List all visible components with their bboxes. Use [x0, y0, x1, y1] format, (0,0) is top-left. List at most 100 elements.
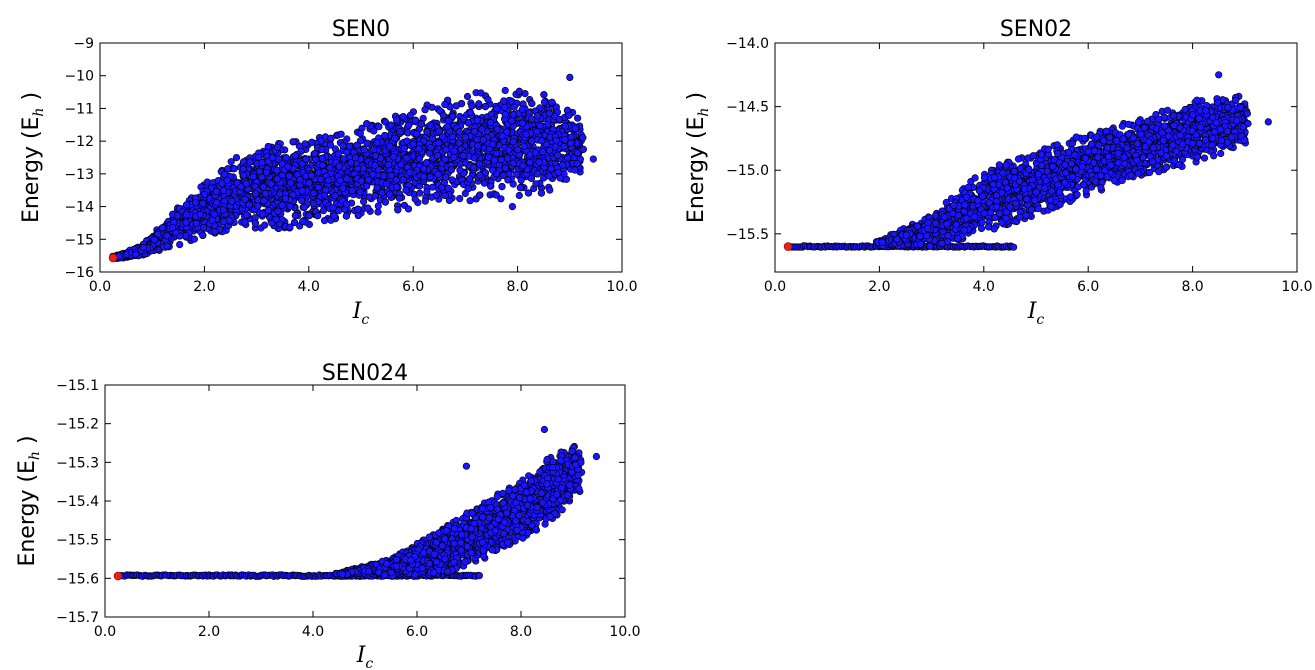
data-point — [276, 190, 284, 198]
data-point — [499, 171, 508, 179]
data-point — [573, 149, 582, 157]
data-point — [481, 102, 490, 111]
data-point — [420, 165, 428, 173]
data-point — [241, 195, 249, 203]
data-point — [455, 128, 463, 136]
data-point — [503, 154, 512, 162]
data-point — [364, 204, 372, 212]
data-point — [509, 159, 517, 167]
data-point — [199, 199, 207, 207]
data-point — [281, 195, 290, 203]
data-point — [255, 167, 264, 175]
data-point — [326, 164, 334, 172]
data-point — [514, 146, 522, 154]
data-point — [320, 217, 329, 225]
data-point — [374, 202, 382, 210]
data-point — [324, 176, 332, 184]
data-point — [442, 173, 450, 181]
data-point — [287, 179, 295, 187]
data-point — [448, 176, 456, 184]
data-point — [497, 195, 505, 203]
data-point — [476, 191, 484, 199]
data-point — [416, 189, 424, 197]
data-point — [517, 176, 525, 184]
data-point — [286, 223, 294, 231]
data-point — [210, 210, 218, 218]
data-point — [528, 137, 536, 145]
data-point — [260, 183, 268, 191]
data-point — [565, 111, 573, 119]
data-point — [564, 154, 572, 162]
y-tick-label: −14 — [64, 200, 94, 216]
x-tick-label: 10.0 — [606, 279, 637, 295]
data-point — [363, 139, 371, 147]
data-point — [249, 173, 257, 181]
data-point — [232, 154, 241, 162]
data-point — [331, 192, 339, 200]
data-point — [369, 170, 377, 179]
data-point — [286, 202, 294, 210]
data-point — [510, 103, 518, 111]
data-point — [505, 146, 513, 154]
data-point — [327, 134, 335, 142]
data-point — [212, 187, 220, 195]
data-point — [417, 120, 426, 128]
data-point — [573, 160, 581, 168]
chart-title: SEN02 — [1000, 17, 1072, 42]
data-point — [329, 204, 337, 212]
data-point — [318, 154, 326, 162]
data-point — [406, 168, 414, 176]
data-point — [208, 216, 216, 224]
data-point — [473, 116, 481, 124]
data-point — [262, 190, 270, 198]
data-point — [348, 187, 356, 195]
data-point — [466, 108, 475, 117]
data-point — [532, 180, 540, 188]
data-point — [363, 120, 371, 128]
data-point — [272, 215, 280, 223]
data-point — [389, 153, 398, 161]
data-point — [352, 154, 360, 162]
data-point — [516, 184, 525, 192]
data-point — [573, 114, 582, 122]
data-point — [528, 99, 536, 108]
data-point — [339, 142, 347, 150]
data-point — [561, 136, 569, 144]
data-point — [310, 189, 318, 197]
data-point — [509, 110, 518, 119]
data-point — [450, 147, 459, 155]
data-point — [545, 172, 553, 180]
data-point — [219, 206, 227, 214]
data-point — [190, 235, 198, 243]
data-point — [298, 187, 306, 195]
data-point — [443, 123, 451, 131]
data-point — [258, 210, 267, 218]
data-point — [503, 128, 511, 136]
data-point — [387, 121, 395, 129]
data-point — [163, 242, 171, 250]
data-point — [298, 196, 306, 204]
data-point — [375, 166, 383, 174]
data-point — [354, 211, 362, 219]
data-point — [174, 212, 182, 220]
data-point — [546, 186, 554, 194]
data-point — [515, 87, 523, 95]
data-point — [182, 218, 190, 226]
data-point — [182, 211, 191, 219]
data-point — [450, 153, 458, 161]
data-point — [392, 176, 400, 184]
data-point — [423, 128, 431, 136]
data-point — [330, 212, 338, 220]
data-point — [461, 133, 469, 141]
data-point — [381, 198, 390, 206]
data-point — [444, 184, 452, 192]
data-point — [452, 102, 460, 110]
data-point — [220, 218, 228, 226]
data-point — [441, 191, 449, 199]
data-point — [291, 152, 299, 160]
data-point — [468, 102, 476, 110]
data-point — [493, 125, 501, 133]
data-point — [251, 219, 259, 227]
data-point — [470, 163, 478, 172]
data-point — [230, 165, 238, 173]
